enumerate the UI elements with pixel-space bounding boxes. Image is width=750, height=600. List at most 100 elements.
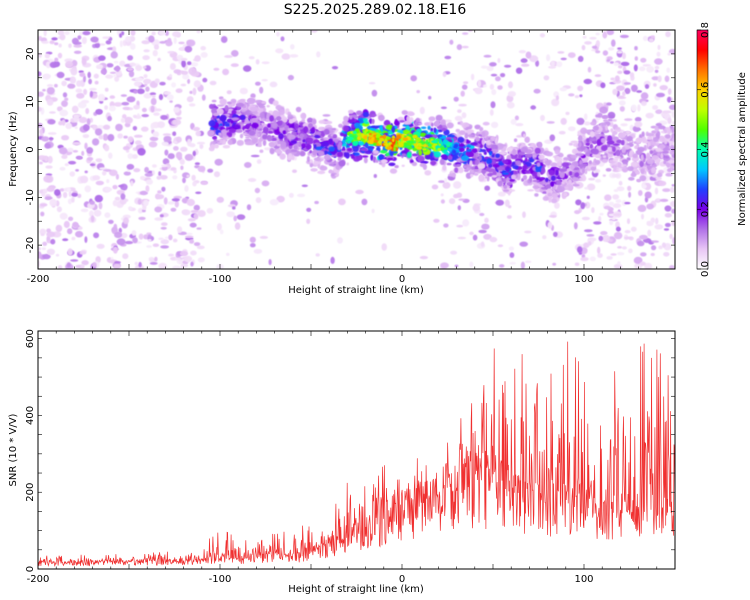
spectrogram-cell	[314, 131, 322, 136]
spectrogram-cell	[565, 111, 570, 116]
spectrogram-cell	[73, 44, 82, 48]
spectrogram-cell	[601, 122, 606, 127]
spectrogram-cell	[267, 130, 274, 134]
spectrogram-cell	[188, 103, 196, 107]
spectrogram-cell	[442, 164, 447, 171]
spectrogram-cell	[522, 160, 527, 164]
spectrogram-cell	[246, 204, 252, 211]
spectrogram-cell	[98, 202, 103, 210]
spectrogram-cell	[39, 203, 48, 207]
spectrogram-cell	[330, 154, 336, 158]
spectrogram-cell	[355, 110, 363, 116]
spectrogram-cell	[602, 158, 608, 163]
spectrogram-cell	[646, 132, 655, 137]
spectrogram-cell	[670, 200, 675, 208]
spectrogram-cell	[391, 126, 396, 133]
spectrogram-cell	[59, 212, 68, 220]
spectrogram-cell	[331, 66, 339, 70]
spectrogram-cell	[490, 121, 499, 129]
spectrogram-cell	[490, 149, 499, 154]
spectrogram-cell	[172, 119, 182, 126]
spectrogram-cell	[124, 116, 133, 124]
spectrogram-cell	[557, 51, 565, 54]
spectrogram-cell	[152, 50, 158, 57]
spectrogram-cell	[472, 204, 481, 212]
spectrogram-cell	[92, 262, 97, 268]
spectrogram-cell	[616, 50, 623, 54]
spectrogram-cell	[146, 245, 153, 248]
spectrogram-cell	[357, 136, 362, 141]
spectrogram-cell	[550, 60, 556, 67]
spectrogram-cell	[181, 59, 187, 68]
spectrogram-cell	[440, 119, 446, 125]
spectrogram-cell	[597, 112, 603, 118]
spectrogram-cell	[453, 181, 462, 189]
spectrogram-cell	[383, 143, 389, 146]
spectrogram-cell	[486, 65, 494, 72]
spectrogram-cell	[658, 180, 667, 187]
spectrogram-cell	[622, 91, 626, 97]
spectrogram-cell	[555, 169, 559, 176]
spectrogram-cell	[621, 146, 626, 154]
spectrogram-cell	[81, 99, 90, 104]
spectrogram-cell	[236, 139, 244, 146]
spectrogram-cell	[247, 98, 256, 105]
spectrogram-cell	[177, 226, 183, 234]
spectrogram-cell	[324, 120, 333, 125]
spectrogram-cell	[515, 160, 522, 166]
spectrogram-cell	[352, 152, 360, 157]
spectrogram-cell	[199, 143, 204, 149]
spectrogram-cell	[190, 62, 199, 67]
spectrogram-cell	[667, 52, 671, 56]
spectrogram-cell	[506, 215, 512, 219]
spectrogram-cell	[254, 99, 262, 104]
spectrogram-cell	[355, 189, 364, 195]
spectrogram-cell	[560, 181, 565, 185]
spectrogram-cell	[268, 141, 276, 148]
spectrogram-cell	[273, 141, 278, 146]
spectrogram-cell	[622, 131, 626, 137]
spectrogram-cell	[358, 141, 365, 146]
spectrogram-cell	[606, 30, 615, 35]
spectrogram-cell	[278, 109, 285, 116]
spectrogram-cell	[143, 74, 148, 79]
spectrogram-cell	[331, 173, 335, 177]
spectrogram-cell	[388, 162, 396, 167]
spectrogram-cell	[641, 101, 647, 106]
spectrogram-cell	[126, 67, 134, 72]
spectrogram-cell	[438, 180, 446, 184]
spectrogram-cell	[507, 91, 516, 97]
spectrogram-cell	[157, 121, 166, 129]
spectrogram-cell	[236, 214, 246, 220]
spectrogram-cell	[376, 137, 380, 141]
spectrogram-cell	[634, 121, 643, 128]
spectrogram-cell	[463, 81, 469, 85]
spectrogram-cell	[385, 124, 394, 131]
spectrogram-cell	[578, 177, 583, 182]
spectrogram-cell	[620, 123, 628, 127]
spectrogram-cell	[549, 134, 556, 142]
spectrogram-cell	[606, 140, 615, 145]
spectrogram-cell	[460, 90, 465, 97]
spectrogram-cell	[573, 222, 578, 230]
spectrogram-cell	[458, 103, 467, 107]
spectrogram-cell	[354, 122, 361, 129]
spectrogram-cell	[563, 157, 570, 161]
spectrogram-cell	[524, 153, 533, 158]
spectrogram-cell	[85, 108, 90, 115]
spectrogram-cell	[446, 122, 454, 129]
spectrogram-cell	[406, 151, 412, 158]
spectrogram-cell	[567, 126, 576, 132]
spectrogram-cell	[83, 75, 86, 83]
spectrogram-cell	[104, 187, 113, 192]
spectrogram-cell	[181, 209, 191, 216]
spectrogram-cell	[607, 118, 613, 122]
spectrogram-cell	[81, 260, 89, 266]
spectrogram-cell	[547, 221, 553, 229]
spectrogram-cell	[469, 261, 474, 268]
colorbar-tick-label: 0.2	[700, 201, 711, 217]
spectrogram-cell	[458, 143, 465, 147]
spectrogram-cell	[615, 149, 621, 157]
spectrogram-cell	[540, 166, 545, 174]
spectrogram-cell	[184, 255, 193, 263]
